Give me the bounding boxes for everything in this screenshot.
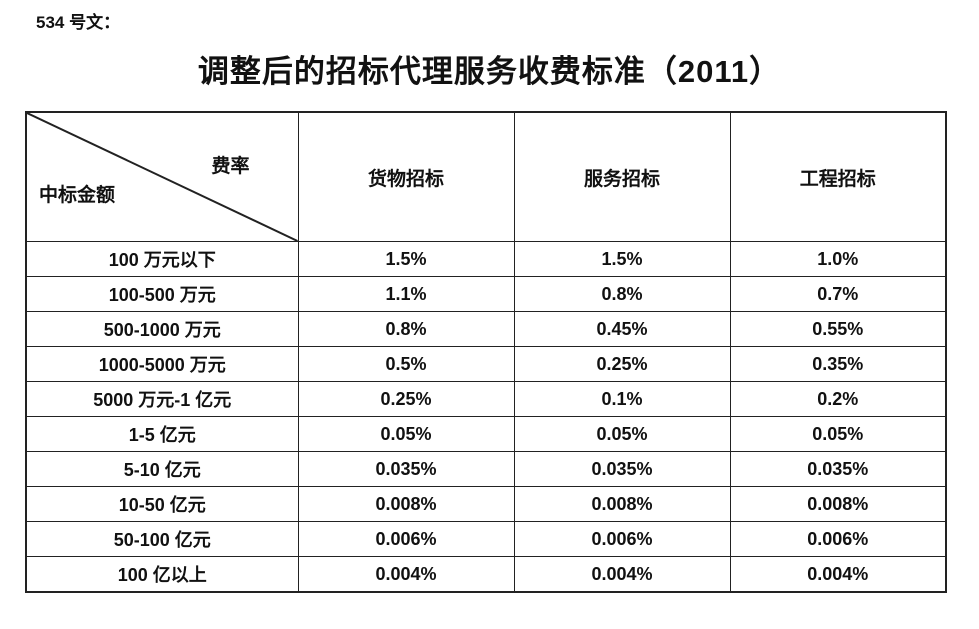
table-row: 5-10 亿元 0.035% 0.035% 0.035% — [25, 451, 947, 487]
table-header-row: 费率 中标金额 货物招标 服务招标 工程招标 — [25, 111, 947, 242]
row-label-amount-tier: 500-1000 万元 — [25, 311, 299, 347]
fee-value-cell: 1.1% — [297, 276, 515, 312]
fee-value-cell: 0.55% — [729, 311, 947, 347]
row-label-amount-tier: 100 万元以下 — [25, 241, 299, 277]
fee-standard-table: 费率 中标金额 货物招标 服务招标 工程招标 100 万元以下 1.5% 1.5% 1… — [25, 111, 947, 593]
fee-value-cell: 0.7% — [729, 276, 947, 312]
doc-number-label: 534 号文： — [36, 13, 121, 32]
table-row: 100 亿以上 0.004% 0.004% 0.004% — [25, 556, 947, 593]
corner-header-cell: 费率 中标金额 — [25, 111, 299, 242]
row-label-amount-tier: 5-10 亿元 — [25, 451, 299, 487]
fee-value-cell: 0.008% — [729, 486, 947, 522]
fee-value-cell: 0.035% — [297, 451, 515, 487]
fee-value-cell: 0.035% — [729, 451, 947, 487]
fee-value-cell: 0.25% — [297, 381, 515, 417]
fee-value-cell: 1.5% — [513, 241, 731, 277]
fee-value-cell: 0.25% — [513, 346, 731, 382]
fee-value-cell: 0.006% — [297, 521, 515, 557]
fee-value-cell: 0.35% — [729, 346, 947, 382]
table-row: 100-500 万元 1.1% 0.8% 0.7% — [25, 276, 947, 312]
fee-value-cell: 0.008% — [297, 486, 515, 522]
table-row: 10-50 亿元 0.008% 0.008% 0.008% — [25, 486, 947, 522]
fee-value-cell: 1.0% — [729, 241, 947, 277]
table-row: 1000-5000 万元 0.5% 0.25% 0.35% — [25, 346, 947, 382]
table-row: 50-100 亿元 0.006% 0.006% 0.006% — [25, 521, 947, 557]
table-row: 100 万元以下 1.5% 1.5% 1.0% — [25, 241, 947, 277]
column-header-goods: 货物招标 — [297, 111, 515, 242]
page-title: 调整后的招标代理服务收费标准（2011） — [197, 54, 782, 89]
row-label-amount-tier: 10-50 亿元 — [25, 486, 299, 522]
row-label-amount-tier: 1-5 亿元 — [25, 416, 299, 452]
fee-value-cell: 0.05% — [729, 416, 947, 452]
fee-value-cell: 0.05% — [513, 416, 731, 452]
fee-value-cell: 0.05% — [297, 416, 515, 452]
fee-value-cell: 0.004% — [729, 556, 947, 593]
fee-value-cell: 0.035% — [513, 451, 731, 487]
fee-value-cell: 0.8% — [297, 311, 515, 347]
fee-value-cell: 0.004% — [297, 556, 515, 593]
table-row: 5000 万元-1 亿元 0.25% 0.1% 0.2% — [25, 381, 947, 417]
fee-value-cell: 0.1% — [513, 381, 731, 417]
fee-value-cell: 0.006% — [729, 521, 947, 557]
row-label-amount-tier: 50-100 亿元 — [25, 521, 299, 557]
corner-label-bid-amount: 中标金额 — [39, 185, 116, 206]
row-label-amount-tier: 1000-5000 万元 — [25, 346, 299, 382]
diagonal-divider-line — [27, 113, 298, 241]
row-label-amount-tier: 100-500 万元 — [25, 276, 299, 312]
fee-value-cell: 0.006% — [513, 521, 731, 557]
fee-value-cell: 0.8% — [513, 276, 731, 312]
fee-value-cell: 0.2% — [729, 381, 947, 417]
fee-value-cell: 0.5% — [297, 346, 515, 382]
table-body: 100 万元以下 1.5% 1.5% 1.0% 100-500 万元 1.1% 0.8% 0.… — [25, 241, 947, 593]
table-row: 500-1000 万元 0.8% 0.45% 0.55% — [25, 311, 947, 347]
fee-value-cell: 1.5% — [297, 241, 515, 277]
fee-value-cell: 0.004% — [513, 556, 731, 593]
row-label-amount-tier: 5000 万元-1 亿元 — [25, 381, 299, 417]
column-header-engineering: 工程招标 — [729, 111, 947, 242]
column-header-service: 服务招标 — [513, 111, 731, 242]
row-label-amount-tier: 100 亿以上 — [25, 556, 299, 593]
corner-label-fee-rate: 费率 — [211, 156, 250, 177]
fee-value-cell: 0.45% — [513, 311, 731, 347]
table-row: 1-5 亿元 0.05% 0.05% 0.05% — [25, 416, 947, 452]
fee-value-cell: 0.008% — [513, 486, 731, 522]
